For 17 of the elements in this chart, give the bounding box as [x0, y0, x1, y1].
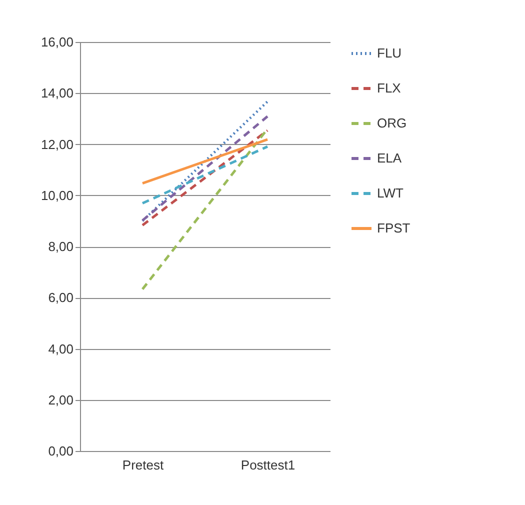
legend-label: ELA — [377, 150, 402, 166]
legend-label: FLX — [377, 80, 402, 96]
y-tick-label: 0,00 — [48, 444, 74, 458]
y-tick-label: 14,00 — [40, 86, 74, 101]
y-tick-label: 8,00 — [48, 239, 74, 254]
legend-label: ORG — [377, 116, 407, 130]
y-tick-label: 6,00 — [48, 290, 74, 306]
x-tick-label: Pretest — [122, 458, 164, 472]
y-tick-label: 10,00 — [40, 188, 74, 203]
y-tick-label: 2,00 — [48, 392, 74, 408]
legend-label: FPST — [377, 220, 410, 236]
y-tick-label: 12,00 — [40, 136, 74, 152]
y-tick-label: 16,00 — [40, 34, 74, 50]
y-tick-label: 4,00 — [48, 341, 74, 356]
legend-label: FLU — [377, 46, 402, 60]
x-tick-label: Posttest1 — [240, 458, 296, 472]
legend-label: LWT — [377, 186, 404, 200]
